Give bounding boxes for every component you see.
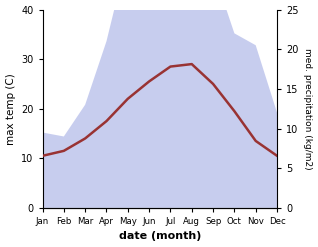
- Y-axis label: max temp (C): max temp (C): [5, 73, 16, 144]
- X-axis label: date (month): date (month): [119, 231, 201, 242]
- Y-axis label: med. precipitation (kg/m2): med. precipitation (kg/m2): [303, 48, 313, 169]
